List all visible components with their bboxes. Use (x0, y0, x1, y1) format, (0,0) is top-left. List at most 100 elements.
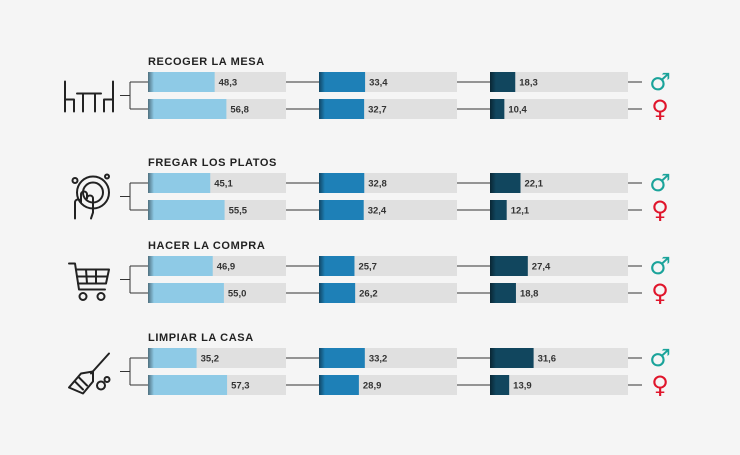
data-label: 32,7 (368, 105, 387, 116)
data-label: 18,3 (519, 78, 538, 89)
bar-row-female: 55,5 32,4 12,1 ♀ (148, 196, 669, 224)
bar-row-male: 48,3 33,4 18,3 ♂ (148, 68, 671, 96)
male-symbol-icon: ♂ (649, 68, 671, 96)
bar (148, 99, 227, 119)
bar-edge-shade (490, 173, 496, 193)
data-label: 32,4 (368, 206, 387, 217)
bar-edge-shade (490, 99, 496, 119)
data-label: 12,1 (511, 206, 530, 217)
bar-edge-shade (148, 173, 154, 193)
data-label: 26,2 (359, 289, 378, 300)
bar (148, 283, 224, 303)
bar-edge-shade (490, 256, 496, 276)
bar-row-male: 46,9 25,7 27,4 ♂ (148, 252, 671, 280)
data-label: 28,9 (363, 381, 382, 392)
male-symbol-icon: ♂ (649, 252, 671, 280)
shopping-cart-icon (68, 262, 110, 301)
bar-edge-shade (319, 256, 325, 276)
bar (148, 72, 215, 92)
broom-icon (68, 352, 111, 395)
data-label: 18,8 (520, 289, 539, 300)
bar (490, 173, 521, 193)
bar (319, 348, 365, 368)
bar-edge-shade (148, 348, 154, 368)
bar-edge-shade (319, 283, 325, 303)
bar (490, 72, 516, 92)
data-label: 56,8 (230, 105, 249, 116)
bar-track (490, 200, 628, 220)
bracket-connector (120, 81, 148, 110)
data-label: 10,4 (508, 105, 527, 116)
bar (319, 200, 364, 220)
category-group: RECOGER LA MESA 48,3 33,4 18,3 ♂ 56,8 32,7 10,4… (64, 56, 671, 123)
male-symbol-icon: ♂ (649, 344, 671, 372)
female-symbol-icon: ♀ (651, 196, 669, 224)
bar (319, 173, 365, 193)
washing-plate-icon (71, 173, 110, 220)
bar (319, 375, 359, 395)
bar-edge-shade (319, 173, 325, 193)
bar (148, 348, 197, 368)
bar-row-male: 45,1 32,8 22,1 ♂ (148, 169, 671, 197)
female-symbol-icon: ♀ (651, 95, 669, 123)
bar (319, 256, 355, 276)
data-label: 46,9 (217, 262, 236, 273)
data-label: 22,1 (524, 179, 543, 190)
bar (490, 283, 516, 303)
bar-edge-shade (319, 348, 325, 368)
bracket-connector (120, 182, 148, 211)
bracket-connector (120, 265, 148, 294)
bar (490, 256, 528, 276)
bar-edge-shade (319, 375, 325, 395)
bar-row-female: 56,8 32,7 10,4 ♀ (148, 95, 669, 123)
bar-track (490, 173, 628, 193)
data-label: 35,2 (201, 354, 220, 365)
bar-edge-shade (319, 99, 325, 119)
data-label: 25,7 (358, 262, 377, 273)
category-group: LIMPIAR LA CASA 35,2 33,2 31,6 ♂ 57,3 28,9 13,9… (68, 332, 671, 399)
bar (319, 72, 366, 92)
category-group: HACER LA COMPRA 46,9 25,7 27,4 ♂ 55,0 26,2 18,8… (68, 240, 671, 307)
bar-edge-shade (490, 72, 496, 92)
category-title: RECOGER LA MESA (148, 56, 265, 68)
female-symbol-icon: ♀ (651, 371, 669, 399)
bar-row-female: 55,0 26,2 18,8 ♀ (148, 279, 669, 307)
bar-edge-shade (148, 375, 154, 395)
bar-track (490, 375, 628, 395)
bar-edge-shade (490, 348, 496, 368)
bar-edge-shade (148, 200, 154, 220)
category-title: FREGAR LOS PLATOS (148, 157, 277, 169)
male-symbol-icon: ♂ (649, 169, 671, 197)
table-chairs-icon (64, 80, 114, 113)
data-label: 13,9 (513, 381, 532, 392)
category-title: HACER LA COMPRA (148, 240, 265, 252)
bar-edge-shade (148, 72, 154, 92)
data-label: 31,6 (538, 354, 557, 365)
bar-edge-shade (148, 99, 154, 119)
data-label: 57,3 (231, 381, 250, 392)
bar-edge-shade (319, 72, 325, 92)
bar-row-female: 57,3 28,9 13,9 ♀ (148, 371, 669, 399)
bar (148, 200, 225, 220)
data-label: 55,5 (229, 206, 248, 217)
data-label: 55,0 (228, 289, 247, 300)
bar-edge-shade (319, 200, 325, 220)
bar-edge-shade (490, 375, 496, 395)
bar-edge-shade (490, 283, 496, 303)
bar (148, 173, 211, 193)
data-label: 48,3 (219, 78, 238, 89)
bar (319, 99, 365, 119)
category-title: LIMPIAR LA CASA (148, 332, 254, 344)
bar-track (490, 99, 628, 119)
bar (319, 283, 356, 303)
bar-row-male: 35,2 33,2 31,6 ♂ (148, 344, 671, 372)
bar-edge-shade (148, 256, 154, 276)
bracket-connector (120, 357, 148, 386)
bar (148, 375, 228, 395)
data-label: 33,4 (369, 78, 388, 89)
bar (148, 256, 213, 276)
bar-edge-shade (490, 200, 496, 220)
bar-track (490, 283, 628, 303)
data-label: 33,2 (369, 354, 388, 365)
